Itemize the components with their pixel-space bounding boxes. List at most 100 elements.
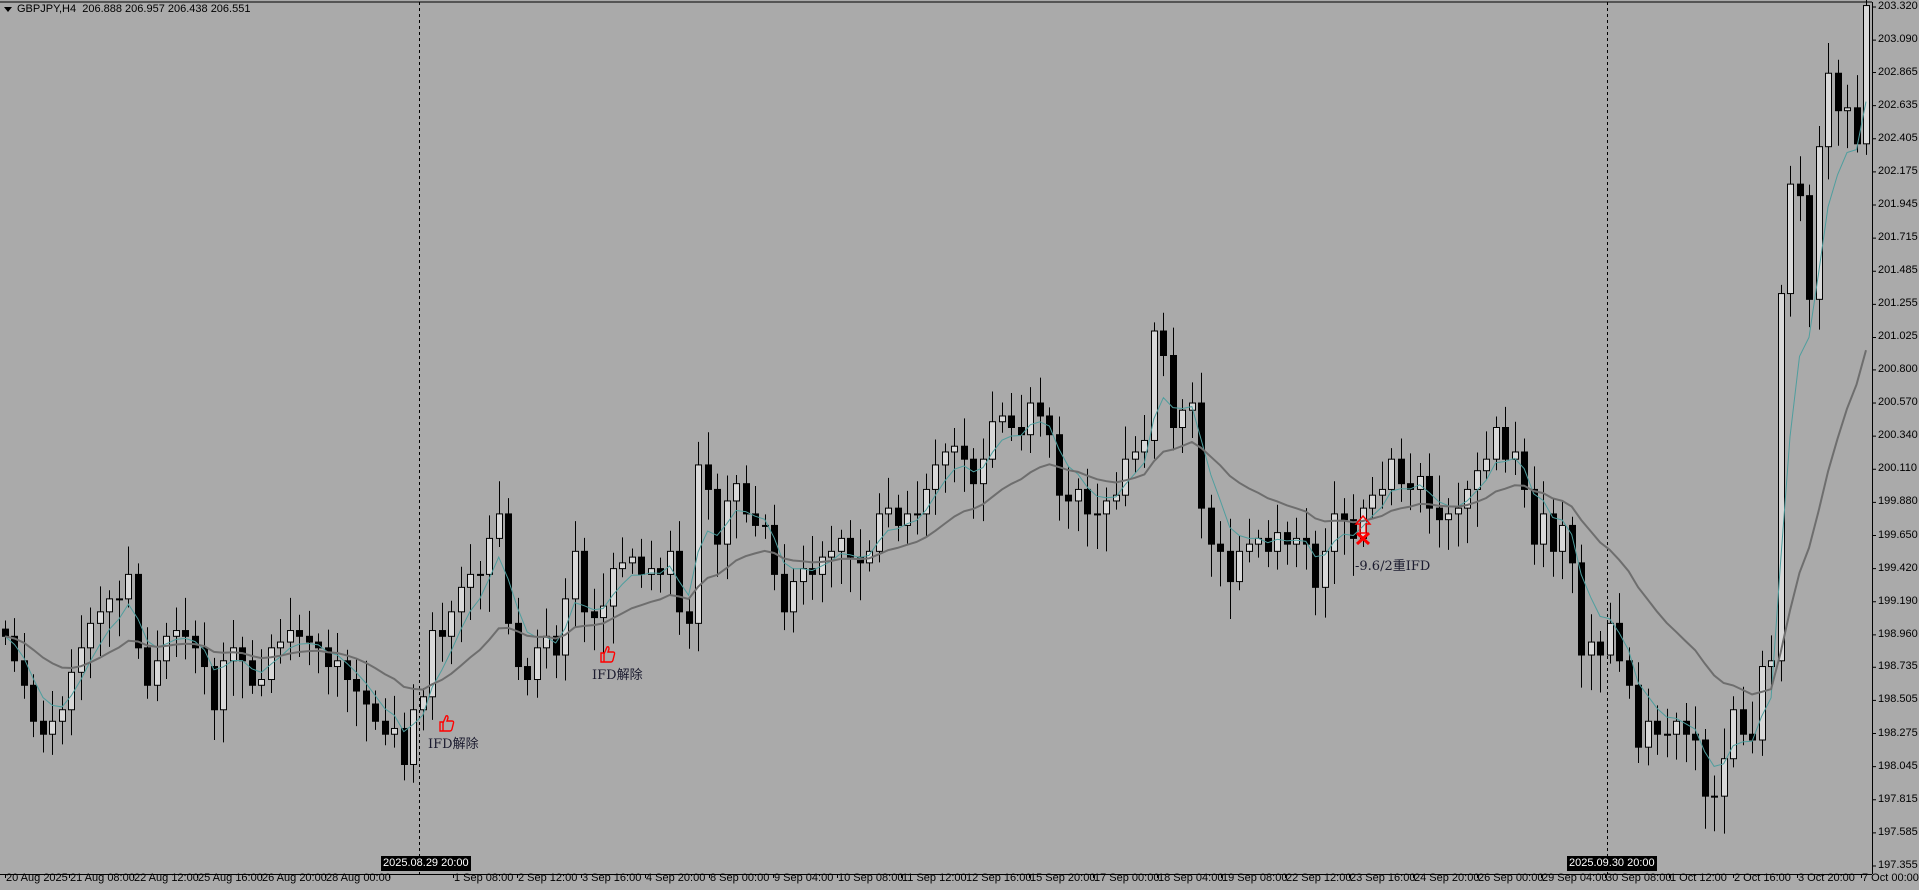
candle [391,695,398,748]
bear-candle-body [895,507,902,526]
price-label: 200.800 [1878,362,1918,375]
bull-candle-body [59,709,66,722]
candle [363,660,370,742]
bear-candle-body [325,647,332,668]
bear-candle-body [144,647,151,686]
candle [961,418,968,492]
candle [1398,438,1405,502]
bull-candle-body [163,635,170,662]
bull-candle-body [1179,409,1186,428]
price-label: 199.420 [1878,561,1918,574]
thumbs-up-icon [439,715,455,732]
bear-candle-body [306,635,313,643]
bull-candle-body [1559,524,1566,552]
candle [629,548,636,574]
bear-candle-body [961,445,968,460]
candle [1854,75,1861,153]
annotation-label: -9.6/2重IFD [1355,559,1431,574]
bull-candle-body [287,630,294,643]
thumbs-up-icon [600,646,616,663]
bear-candle-body [657,568,664,575]
time-label: 1 Sep 08:00 [454,872,514,884]
bull-candle-body [49,720,56,735]
candle [1132,436,1139,473]
bear-candle-body [515,622,522,668]
price-label: 202.635 [1878,98,1918,111]
candle [477,560,484,610]
bull-candle-body [619,562,626,570]
bull-candle-body [220,660,227,711]
time-label: 29 Sep 04:00 [1542,872,1608,884]
bull-candle-body [1787,183,1794,295]
bear-candle-body [249,660,256,686]
candle [591,588,598,651]
time-label: 3 Oct 20:00 [1798,872,1855,884]
price-label: 199.880 [1878,495,1918,508]
bear-candle-body [1084,488,1091,515]
bear-candle-body [553,635,560,656]
bear-candle-body [847,537,854,558]
bear-candle-body [1170,354,1177,428]
bear-candle-body [1616,622,1623,662]
candle [885,477,892,528]
bull-candle-body [600,605,607,619]
bear-candle-body [1502,426,1509,460]
candle [1559,499,1566,580]
candle [610,552,617,644]
candle [296,614,303,657]
candle [1379,461,1386,509]
candle [116,580,123,637]
bull-candle-body [572,550,579,600]
moving-averages [4,101,1867,767]
bear-candle-body [1198,402,1205,509]
candle [59,696,66,745]
bull-candle-body [486,537,493,575]
bear-candle-body [1683,720,1690,735]
bull-candle-body [106,598,113,613]
bear-candle-body [1835,72,1842,112]
candle [1027,387,1034,453]
candle [1493,416,1500,471]
candle [1673,712,1680,760]
candle [1464,480,1471,544]
bear-candle-body [1740,709,1747,735]
bull-candle-body [116,598,123,601]
bear-candle-body [1160,330,1167,356]
bear-candle-body [1531,488,1538,545]
bull-candle-body [914,513,921,516]
candle [458,566,465,643]
candle [724,475,731,580]
candle [562,578,569,681]
candle [220,642,227,743]
candle [1502,406,1509,473]
candle [1227,518,1234,620]
candle [1284,521,1291,565]
bull-candle-body [1825,72,1832,148]
bear-candle-body [771,524,778,575]
price-label: 200.340 [1878,429,1918,442]
candle [125,546,132,608]
candle [534,629,541,698]
candle [1312,530,1319,616]
bear-candle-body [382,720,389,735]
bear-candle-body [686,611,693,624]
highlighted-time-label: 2025.08.29 20:00 [381,856,471,871]
bull-candle-body [258,679,265,686]
bear-candle-body [363,690,370,705]
time-label: 4 Sep 20:00 [646,872,706,884]
candle [980,438,987,522]
price-label: 201.025 [1878,330,1918,343]
annotation-label: IFD解除 [592,668,643,683]
price-label: 198.960 [1878,627,1918,640]
candle [762,514,769,539]
bull-candle-body [733,483,740,502]
dropdown-triangle-icon[interactable] [4,6,12,12]
bear-candle-body [581,550,588,613]
bull-candle-body [1246,543,1253,552]
candle [49,691,56,755]
candle [619,537,626,578]
bull-candle-body [1483,458,1490,472]
candle [1835,59,1842,146]
candle [524,657,531,696]
